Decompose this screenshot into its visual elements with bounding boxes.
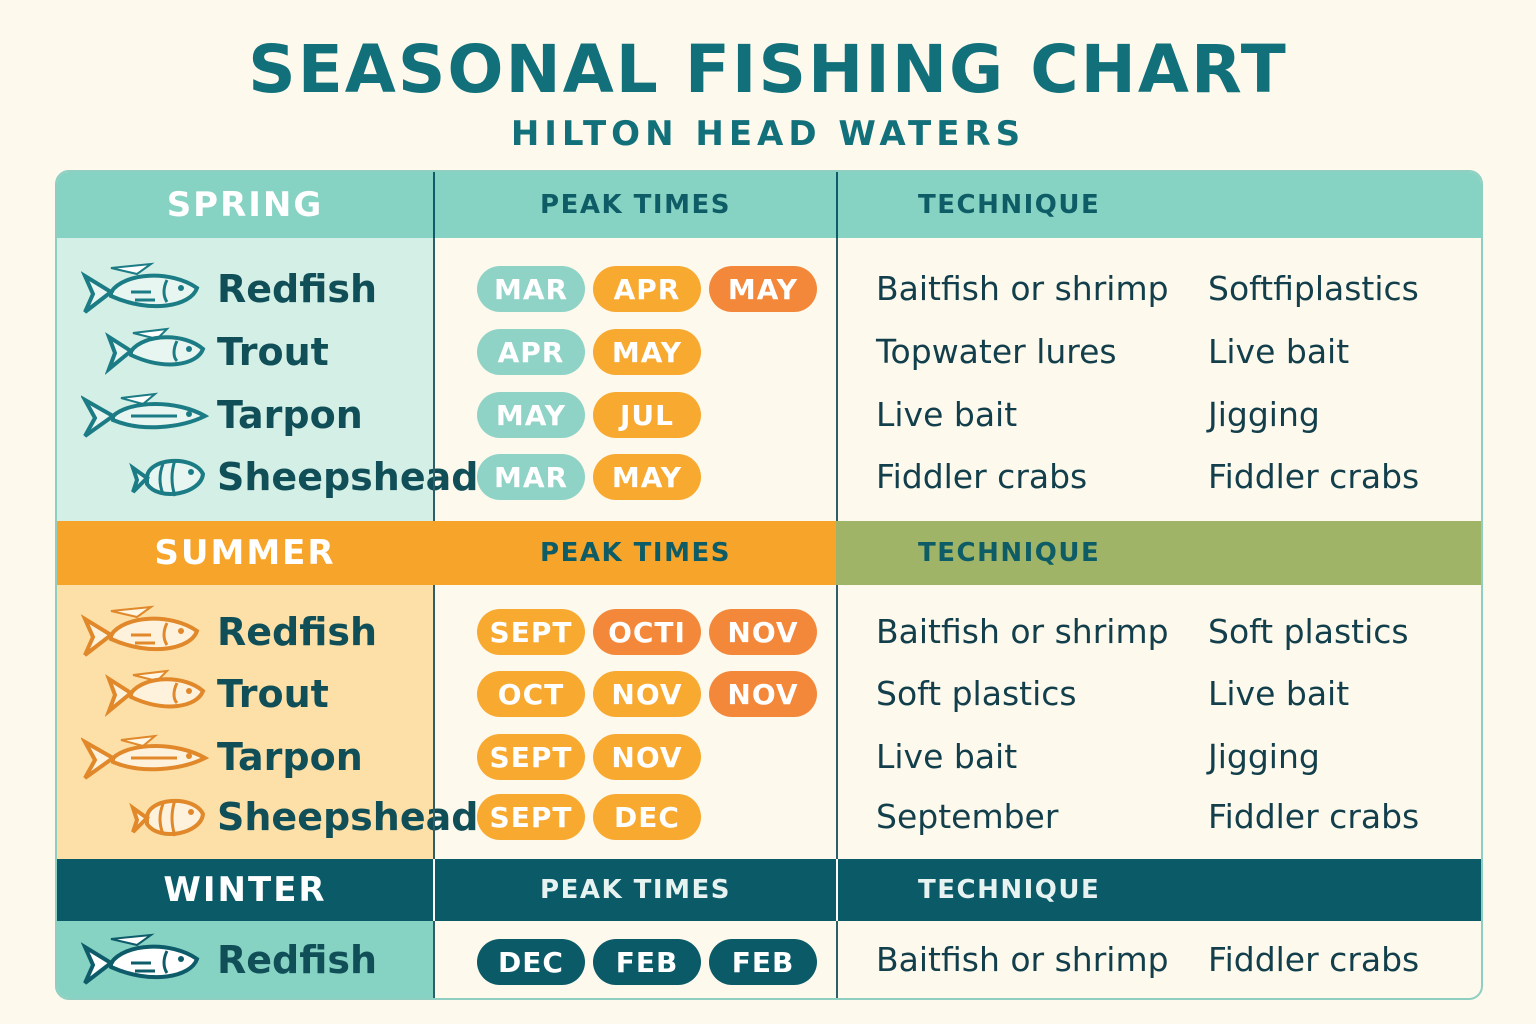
month-pill: DEC bbox=[593, 794, 701, 840]
fish-name: Tarpon bbox=[217, 393, 363, 437]
technique-primary: Topwater lures bbox=[876, 332, 1117, 371]
month-pill: OCTI bbox=[593, 609, 701, 655]
trout-icon bbox=[105, 327, 206, 375]
fish-name: Trout bbox=[217, 330, 329, 374]
month-pill: FEB bbox=[709, 939, 817, 985]
technique-secondary: Jigging bbox=[1208, 737, 1320, 776]
month-pill: MAR bbox=[477, 454, 585, 500]
technique-header: TECHNIQUE bbox=[836, 859, 1481, 921]
month-pill: NOV bbox=[593, 734, 701, 780]
technique-secondary: Softfiplastics bbox=[1208, 269, 1419, 308]
summer-body: Redfish Trout bbox=[57, 585, 1481, 859]
technique-primary: Live bait bbox=[876, 737, 1018, 776]
season-label: WINTER bbox=[163, 870, 327, 910]
fish-row: Redfish bbox=[57, 601, 433, 663]
spring-header: SPRING PEAK TIMES TECHNIQUE bbox=[57, 172, 1481, 238]
technique-header: TECHNIQUE bbox=[836, 521, 1481, 585]
technique-secondary: Fiddler crabs bbox=[1208, 797, 1420, 836]
winter-header: WINTER PEAK TIMES TECHNIQUE bbox=[57, 859, 1481, 921]
peak-times-column: SEPT OCTI NOV OCT NOV NOV SEPT NOV SEPT … bbox=[433, 585, 836, 859]
peak-times-column: MAR APR MAY APR MAY MAY JUL MAR MAY bbox=[433, 238, 836, 521]
summer-header: SUMMER PEAK TIMES TECHNIQUE bbox=[57, 521, 1481, 585]
month-pill: NOV bbox=[709, 609, 817, 655]
technique-primary: Fiddler crabs bbox=[876, 457, 1088, 496]
technique-primary: Baitfish or shrimp bbox=[876, 269, 1169, 308]
fish-name: Trout bbox=[217, 672, 329, 716]
tarpon-icon bbox=[81, 392, 209, 438]
technique-primary: September bbox=[876, 797, 1059, 836]
month-pill: SEPT bbox=[477, 794, 585, 840]
sheepshead-icon bbox=[129, 799, 206, 837]
redfish-icon bbox=[81, 262, 200, 314]
month-pill: NOV bbox=[593, 671, 701, 717]
redfish-icon bbox=[81, 605, 200, 657]
peak-times-header: PEAK TIMES bbox=[433, 521, 836, 585]
technique-secondary: Jigging bbox=[1208, 395, 1320, 434]
winter-body: Redfish DEC FEB FEB Baitfish or shrimp F… bbox=[57, 921, 1481, 998]
technique-secondary: Fiddler crabs bbox=[1208, 457, 1420, 496]
fish-column: Redfish bbox=[57, 921, 433, 998]
technique-primary: Baitfish or shrimp bbox=[876, 940, 1169, 979]
month-pill: DEC bbox=[477, 939, 585, 985]
season-label: SPRING bbox=[166, 185, 324, 225]
tarpon-icon bbox=[81, 734, 209, 780]
technique-secondary: Live bait bbox=[1208, 332, 1350, 371]
peak-times-header: PEAK TIMES bbox=[433, 172, 836, 238]
fish-column: Redfish Trout bbox=[57, 585, 478, 859]
month-pill: MAY bbox=[477, 392, 585, 438]
month-pill: MAR bbox=[477, 266, 585, 312]
technique-secondary: Soft plastics bbox=[1208, 612, 1409, 651]
technique-column: Baitfish or shrimp Softfiplastics Topwat… bbox=[836, 238, 1481, 521]
month-pill: NOV bbox=[709, 671, 817, 717]
month-pill: APR bbox=[477, 329, 585, 375]
redfish-icon bbox=[81, 933, 200, 985]
fish-name: Tarpon bbox=[217, 735, 363, 779]
month-pill: SEPT bbox=[477, 734, 585, 780]
spring-body: Redfish Trout bbox=[57, 238, 1481, 521]
technique-header: TECHNIQUE bbox=[836, 172, 1481, 238]
sheepshead-icon bbox=[129, 459, 206, 497]
fish-row: Tarpon bbox=[57, 726, 433, 788]
month-pill: MAY bbox=[593, 329, 701, 375]
fish-name: Redfish bbox=[217, 938, 378, 982]
fish-row: Trout bbox=[57, 321, 433, 383]
fish-row: Redfish bbox=[57, 929, 433, 991]
page-subtitle: HILTON HEAD WATERS bbox=[510, 114, 1026, 154]
fish-name: Redfish bbox=[217, 610, 378, 654]
fishing-chart-table: SPRING PEAK TIMES TECHNIQUE Redfish bbox=[55, 170, 1483, 1000]
month-pill: APR bbox=[593, 266, 701, 312]
technique-primary: Baitfish or shrimp bbox=[876, 612, 1169, 651]
technique-primary: Soft plastics bbox=[876, 674, 1077, 713]
technique-column: Baitfish or shrimp Fiddler crabs bbox=[836, 921, 1481, 998]
month-pill: SEPT bbox=[477, 609, 585, 655]
fish-row: Trout bbox=[57, 663, 433, 725]
month-pill: OCT bbox=[477, 671, 585, 717]
month-pill: JUL bbox=[593, 392, 701, 438]
fish-name: Redfish bbox=[217, 267, 378, 311]
season-label: SUMMER bbox=[154, 533, 336, 573]
month-pill: FEB bbox=[593, 939, 701, 985]
technique-column: Baitfish or shrimp Soft plastics Soft pl… bbox=[836, 585, 1481, 859]
page-title: SEASONAL FISHING CHART bbox=[248, 31, 1288, 108]
fish-row: Sheepshead bbox=[57, 786, 478, 848]
fish-row: Sheepshead bbox=[57, 446, 478, 508]
technique-primary: Live bait bbox=[876, 395, 1018, 434]
fish-row: Redfish bbox=[57, 258, 433, 320]
trout-icon bbox=[105, 669, 206, 717]
month-pill: MAY bbox=[593, 454, 701, 500]
peak-times-header: PEAK TIMES bbox=[433, 859, 836, 921]
month-pill: MAY bbox=[709, 266, 817, 312]
fish-row: Tarpon bbox=[57, 384, 433, 446]
peak-times-column: DEC FEB FEB bbox=[433, 921, 836, 998]
technique-secondary: Live bait bbox=[1208, 674, 1350, 713]
fish-column: Redfish Trout bbox=[57, 238, 478, 521]
technique-secondary: Fiddler crabs bbox=[1208, 940, 1420, 979]
